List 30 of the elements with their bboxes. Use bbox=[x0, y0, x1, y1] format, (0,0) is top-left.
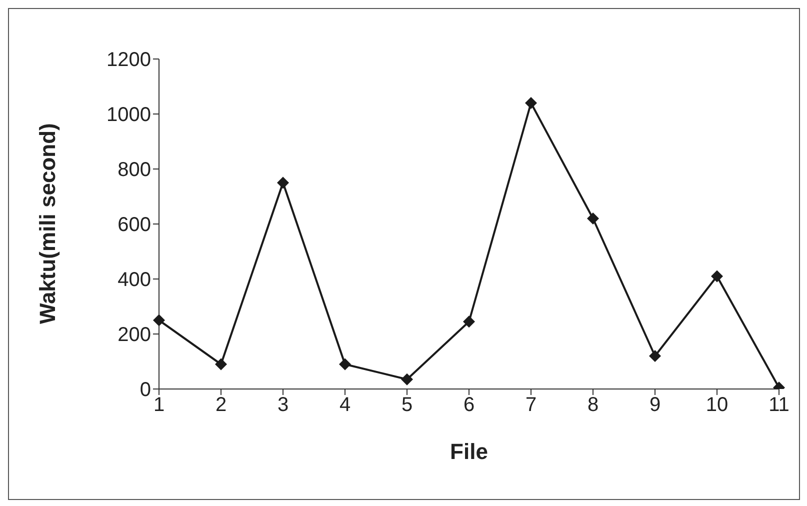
x-tick-label: 3 bbox=[277, 394, 289, 416]
point bbox=[587, 212, 599, 224]
x-tick-label: 11 bbox=[768, 394, 790, 416]
y-tick-label: 600 bbox=[118, 214, 151, 236]
x-tick-label: 6 bbox=[463, 394, 475, 416]
y-tick-label: 0 bbox=[140, 379, 151, 402]
point bbox=[401, 373, 413, 386]
y-tick-label: 1200 bbox=[106, 49, 151, 72]
x-tick-label: 10 bbox=[706, 394, 728, 416]
point bbox=[463, 316, 475, 328]
point bbox=[277, 176, 289, 189]
x-axis-title: File bbox=[450, 439, 488, 464]
x-tick-label: 5 bbox=[401, 394, 413, 416]
x-tick-label: 7 bbox=[525, 394, 537, 416]
x-tick-label: 8 bbox=[587, 394, 599, 416]
point bbox=[215, 358, 227, 370]
y-tick-label: 200 bbox=[118, 324, 151, 346]
point bbox=[525, 97, 537, 109]
x-tick-label: 2 bbox=[215, 394, 227, 416]
x-tick-label: 4 bbox=[339, 394, 351, 416]
point bbox=[339, 358, 351, 370]
y-tick-label: 800 bbox=[118, 159, 151, 182]
point bbox=[649, 350, 661, 362]
point bbox=[153, 314, 165, 326]
y-tick-label: 400 bbox=[118, 269, 151, 292]
x-tick-label: 9 bbox=[649, 394, 661, 416]
y-tick-label: 1000 bbox=[106, 104, 151, 126]
point bbox=[711, 270, 723, 282]
y-axis-title: Waktu(mili second) bbox=[34, 123, 60, 324]
x-tick-label: 1 bbox=[153, 394, 165, 416]
